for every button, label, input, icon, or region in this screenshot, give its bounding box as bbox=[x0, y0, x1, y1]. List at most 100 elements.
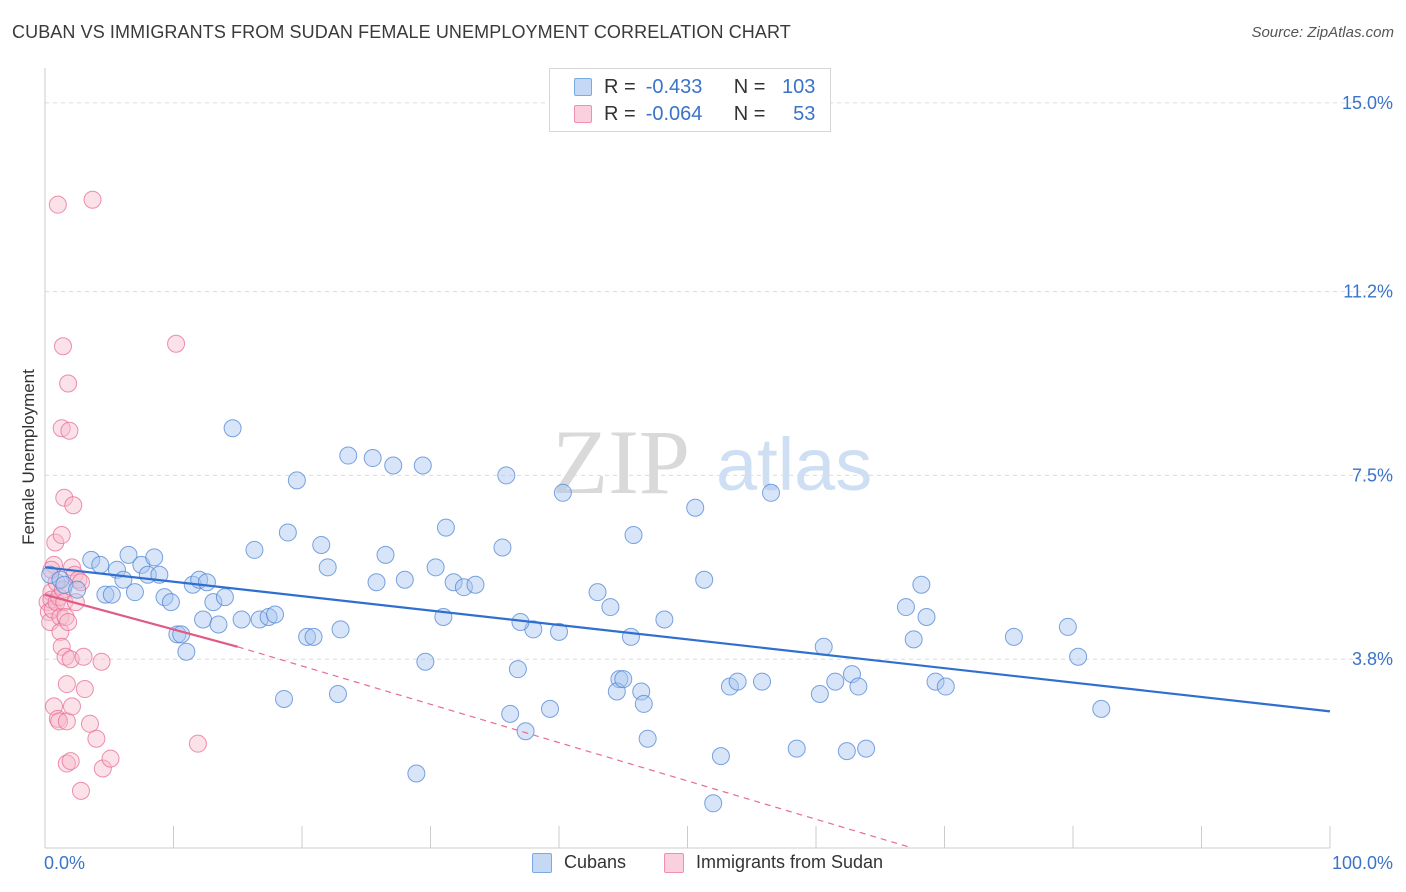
sudan-point bbox=[53, 337, 72, 356]
cuban-point bbox=[849, 677, 868, 696]
sudan-point bbox=[167, 334, 186, 353]
cuban-point bbox=[91, 555, 110, 574]
cuban-point bbox=[516, 722, 535, 741]
cuban-point bbox=[711, 747, 730, 766]
series-sudan-points bbox=[38, 190, 207, 800]
y-tick-label: 15.0% bbox=[1342, 93, 1393, 113]
cuban-point bbox=[926, 672, 945, 691]
cuban-point bbox=[172, 625, 191, 644]
x-tick-label-min: 0.0% bbox=[44, 853, 85, 873]
cuban-point bbox=[814, 637, 833, 656]
cuban-point bbox=[339, 446, 358, 465]
trend-lines bbox=[44, 566, 1331, 849]
source-label: Source: ZipAtlas.com bbox=[1251, 24, 1394, 41]
cuban-point bbox=[493, 538, 512, 557]
cuban-point bbox=[232, 610, 251, 629]
cuban-point bbox=[287, 471, 306, 490]
sudan-point bbox=[62, 697, 81, 716]
cuban-point bbox=[936, 677, 955, 696]
legend-r-value: -0.064 bbox=[645, 102, 703, 125]
cuban-point bbox=[215, 588, 234, 607]
cuban-point bbox=[223, 419, 242, 438]
cuban-point bbox=[275, 689, 294, 708]
legend-swatch-cubans bbox=[532, 852, 552, 873]
cuban-point bbox=[41, 565, 60, 584]
cuban-point bbox=[197, 573, 216, 592]
legend-r-label: R = bbox=[604, 102, 636, 125]
legend-swatch-cubans bbox=[574, 78, 592, 96]
sudan-point bbox=[46, 533, 65, 552]
cuban-point bbox=[728, 672, 747, 691]
cuban-point bbox=[426, 558, 445, 577]
cuban-point bbox=[904, 630, 923, 649]
cuban-point bbox=[624, 526, 643, 545]
sudan-point bbox=[60, 421, 79, 440]
cuban-point bbox=[601, 598, 620, 617]
cuban-point bbox=[621, 627, 640, 646]
sudan-point bbox=[61, 752, 80, 771]
cuban-point bbox=[367, 573, 386, 592]
cuban-point bbox=[762, 483, 781, 502]
legend-r-value: -0.433 bbox=[645, 75, 703, 98]
legend-swatch-sudan bbox=[574, 105, 592, 123]
cuban-point bbox=[857, 739, 876, 758]
cuban-point bbox=[384, 456, 403, 475]
watermark: ZIP atlas bbox=[552, 411, 872, 513]
cuban-point bbox=[102, 585, 121, 604]
cuban-point bbox=[204, 593, 223, 612]
legend-item-sudan: Immigrants from Sudan bbox=[664, 852, 883, 873]
cuban-point bbox=[686, 498, 705, 517]
cuban-point bbox=[376, 545, 395, 564]
y-tick-label: 11.2% bbox=[1343, 282, 1393, 302]
cuban-point bbox=[245, 540, 264, 559]
sudan-point bbox=[74, 647, 93, 666]
sudan-point bbox=[101, 749, 120, 768]
cuban-point bbox=[416, 652, 435, 671]
cuban-point bbox=[363, 449, 382, 468]
cuban-point bbox=[444, 573, 463, 592]
legend-swatch-sudan bbox=[664, 852, 684, 873]
legend-n-value: 103 bbox=[782, 75, 816, 98]
series-cubans-points bbox=[41, 419, 1111, 813]
sudan-trend-dashed bbox=[237, 646, 913, 849]
legend-n-value: 53 bbox=[793, 102, 816, 125]
cuban-point bbox=[810, 685, 829, 703]
cuban-point bbox=[312, 535, 331, 554]
cuban-point bbox=[328, 685, 347, 703]
stats-legend: R = -0.433 N = 103 R = -0.064 N = 53 bbox=[549, 68, 831, 132]
cuban-point bbox=[1004, 627, 1023, 646]
cuban-point bbox=[1058, 617, 1077, 636]
legend-item-cubans: Cubans bbox=[532, 852, 626, 873]
cuban-point bbox=[318, 558, 337, 577]
cuban-point bbox=[209, 615, 228, 634]
cuban-point bbox=[82, 550, 101, 569]
cuban-point bbox=[550, 622, 568, 641]
cuban-point bbox=[917, 608, 936, 626]
cuban-point bbox=[395, 570, 414, 589]
cuban-point bbox=[508, 660, 527, 679]
cuban-point bbox=[145, 548, 164, 567]
sudan-point bbox=[75, 680, 94, 699]
sudan-trend-line bbox=[44, 593, 239, 648]
cuban-point bbox=[826, 672, 845, 691]
sudan-point bbox=[56, 608, 75, 626]
cuban-point bbox=[436, 518, 455, 537]
cuban-point bbox=[407, 764, 426, 783]
legend-n-label: N = bbox=[733, 102, 766, 125]
cuban-point bbox=[912, 575, 931, 594]
chart-title: CUBAN VS IMMIGRANTS FROM SUDAN FEMALE UN… bbox=[12, 22, 791, 42]
gridlines bbox=[45, 102, 1390, 660]
cuban-point bbox=[497, 466, 516, 485]
cuban-point bbox=[304, 627, 323, 646]
watermark-atlas: atlas bbox=[716, 423, 872, 506]
y-tick-labels: 3.8% 7.5% 11.2% 15.0% bbox=[1342, 93, 1393, 669]
cuban-point bbox=[837, 742, 856, 761]
legend-row-sudan: R = -0.064 N = 53 bbox=[574, 102, 815, 126]
cuban-point bbox=[704, 794, 723, 813]
cuban-point bbox=[278, 523, 297, 542]
cuban-point bbox=[331, 620, 350, 639]
cuban-point bbox=[1069, 647, 1088, 666]
cuban-point bbox=[588, 583, 607, 602]
y-axis-label: Female Unemployment bbox=[19, 369, 38, 545]
cubans-trend-line bbox=[44, 566, 1331, 713]
